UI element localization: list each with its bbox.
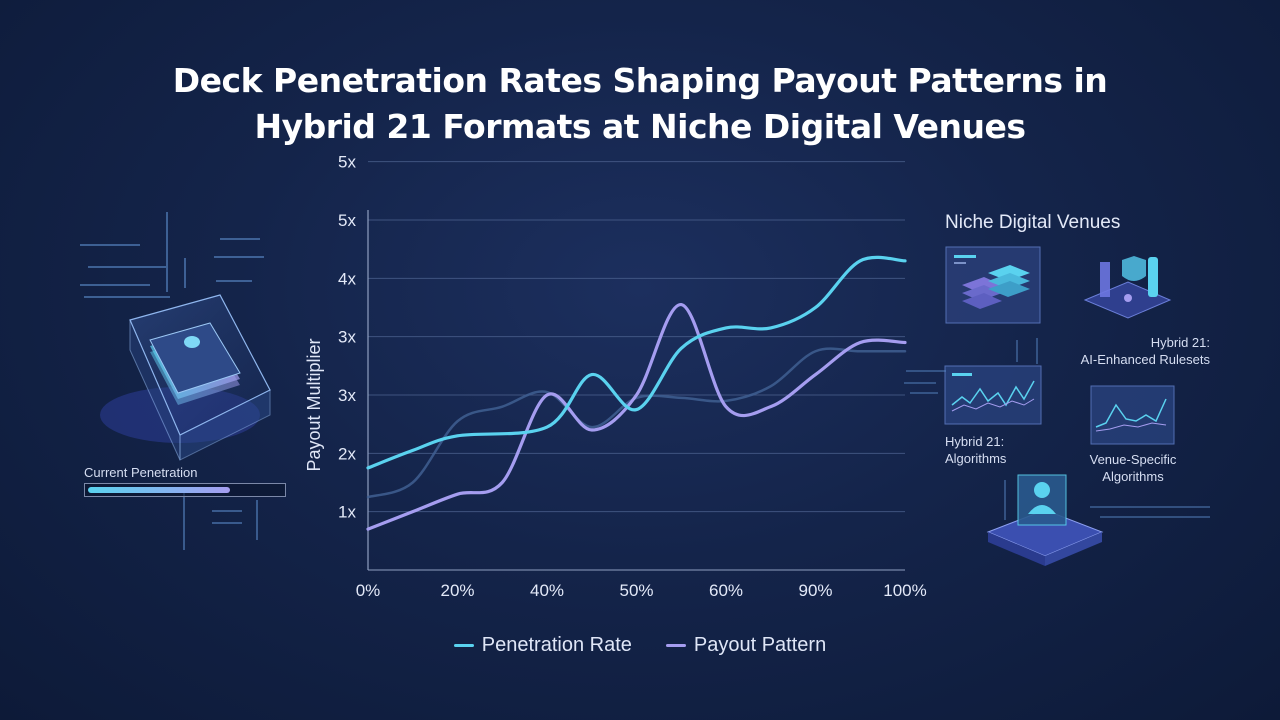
x-tick-label: 40% xyxy=(530,581,564,600)
tile-alg-line-2: Algorithms xyxy=(945,451,1007,466)
tile-label-venue-algorithms: Venue-Specific Algorithms xyxy=(1068,451,1198,485)
server-stack-icon xyxy=(945,246,1041,324)
legend-item-penetration: Penetration Rate xyxy=(453,634,632,657)
y-tick-label: 3x xyxy=(338,386,356,405)
user-profile-icon xyxy=(986,474,1104,566)
tile-label-ai-rulesets: Hybrid 21: AI-Enhanced Rulesets xyxy=(1060,334,1210,368)
tile-venue-line-1: Venue-Specific xyxy=(1089,452,1177,467)
venues-title: Niche Digital Venues xyxy=(945,212,1121,233)
tile-alg-line-1: Hybrid 21: xyxy=(945,434,1005,449)
chart-legend: Penetration Rate Payout Pattern xyxy=(0,634,1280,657)
page-title: Deck Penetration Rates Shaping Payout Pa… xyxy=(0,58,1280,150)
title-line-1: Deck Penetration Rates Shaping Payout Pa… xyxy=(172,61,1108,100)
y-axis-label: Payout Multiplier xyxy=(304,338,324,471)
y-tick-label: 4x xyxy=(338,269,356,288)
legend-swatch-payout xyxy=(665,644,686,647)
y-tick-label: 3x xyxy=(338,328,356,347)
legend-swatch-penetration xyxy=(453,644,474,647)
line-chart-icon xyxy=(944,365,1042,425)
card-stack xyxy=(149,322,241,405)
penetration-progress-bar xyxy=(84,483,286,497)
x-tick-label: 60% xyxy=(709,581,743,600)
x-tick-label: 100% xyxy=(883,581,926,600)
legend-item-payout: Payout Pattern xyxy=(665,634,827,657)
card-deck-illustration xyxy=(80,212,271,550)
x-tick-label: 50% xyxy=(619,581,653,600)
penetration-rate-line xyxy=(366,255,907,470)
payout-pattern-line xyxy=(366,302,907,531)
tile-ai-line-2: AI-Enhanced Rulesets xyxy=(1080,352,1210,367)
y-tick-label: 2x xyxy=(338,444,356,463)
current-penetration-label: Current Penetration xyxy=(84,465,198,480)
x-tick-label: 90% xyxy=(798,581,832,600)
shield-cloud-icon xyxy=(1083,256,1172,319)
background-trend-line xyxy=(366,347,907,499)
x-tick-label: 0% xyxy=(356,581,381,600)
y-tick-label: 1x xyxy=(338,503,356,522)
tile-ai-line-1: Hybrid 21: xyxy=(1150,335,1210,350)
dotted-lines-decoration xyxy=(904,338,1210,520)
legend-label-penetration: Penetration Rate xyxy=(481,634,632,656)
y-tick-label: 5x xyxy=(338,153,356,172)
tile-venue-line-2: Algorithms xyxy=(1102,469,1164,484)
legend-label-payout: Payout Pattern xyxy=(693,634,827,656)
tile-label-algorithms: Hybrid 21: Algorithms xyxy=(945,433,1006,467)
y-tick-label: 5x xyxy=(338,211,356,230)
penetration-progress-fill xyxy=(88,487,230,493)
title-line-2: Hybrid 21 Formats at Niche Digital Venue… xyxy=(254,107,1026,146)
code-dots-decoration xyxy=(80,212,264,298)
x-tick-label: 20% xyxy=(440,581,474,600)
trend-chart-icon xyxy=(1090,385,1175,445)
